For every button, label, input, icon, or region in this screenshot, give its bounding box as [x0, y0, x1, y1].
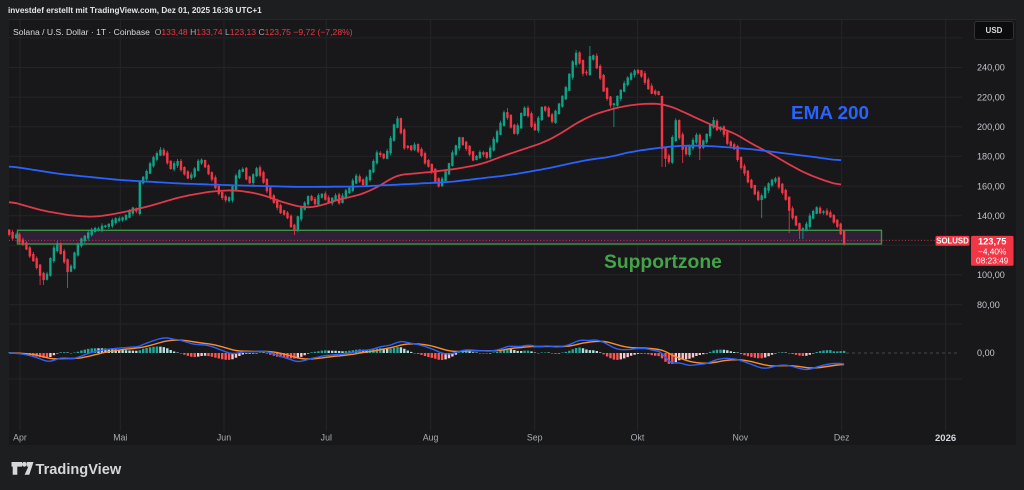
svg-text:0,00: 0,00	[977, 348, 995, 358]
svg-text:Apr: Apr	[13, 433, 27, 443]
svg-text:TradingView: TradingView	[36, 462, 122, 478]
svg-text:2026: 2026	[935, 433, 956, 444]
svg-text:140,00: 140,00	[977, 211, 1005, 221]
svg-text:Okt: Okt	[631, 433, 645, 443]
svg-text:160,00: 160,00	[977, 181, 1005, 191]
svg-text:−4,40%: −4,40%	[978, 246, 1007, 256]
svg-text:EMA 200: EMA 200	[791, 103, 869, 124]
svg-text:240,00: 240,00	[977, 63, 1005, 73]
svg-text:Nov: Nov	[732, 433, 748, 443]
svg-text:80,00: 80,00	[977, 300, 1000, 310]
svg-text:Jun: Jun	[217, 433, 231, 443]
svg-text:123,75: 123,75	[978, 237, 1006, 247]
svg-text:200,00: 200,00	[977, 122, 1005, 132]
svg-text:180,00: 180,00	[977, 152, 1005, 162]
svg-text:Aug: Aug	[423, 433, 439, 443]
svg-text:SOLUSD: SOLUSD	[936, 237, 969, 246]
svg-text:Mai: Mai	[113, 433, 127, 443]
svg-text:Supportzone: Supportzone	[604, 252, 722, 273]
svg-text:Dez: Dez	[834, 433, 850, 443]
svg-text:Sep: Sep	[527, 433, 543, 443]
svg-text:100,00: 100,00	[977, 270, 1005, 280]
svg-text:08:23:49: 08:23:49	[976, 255, 1009, 265]
svg-text:220,00: 220,00	[977, 92, 1005, 102]
svg-text:Jul: Jul	[321, 433, 332, 443]
